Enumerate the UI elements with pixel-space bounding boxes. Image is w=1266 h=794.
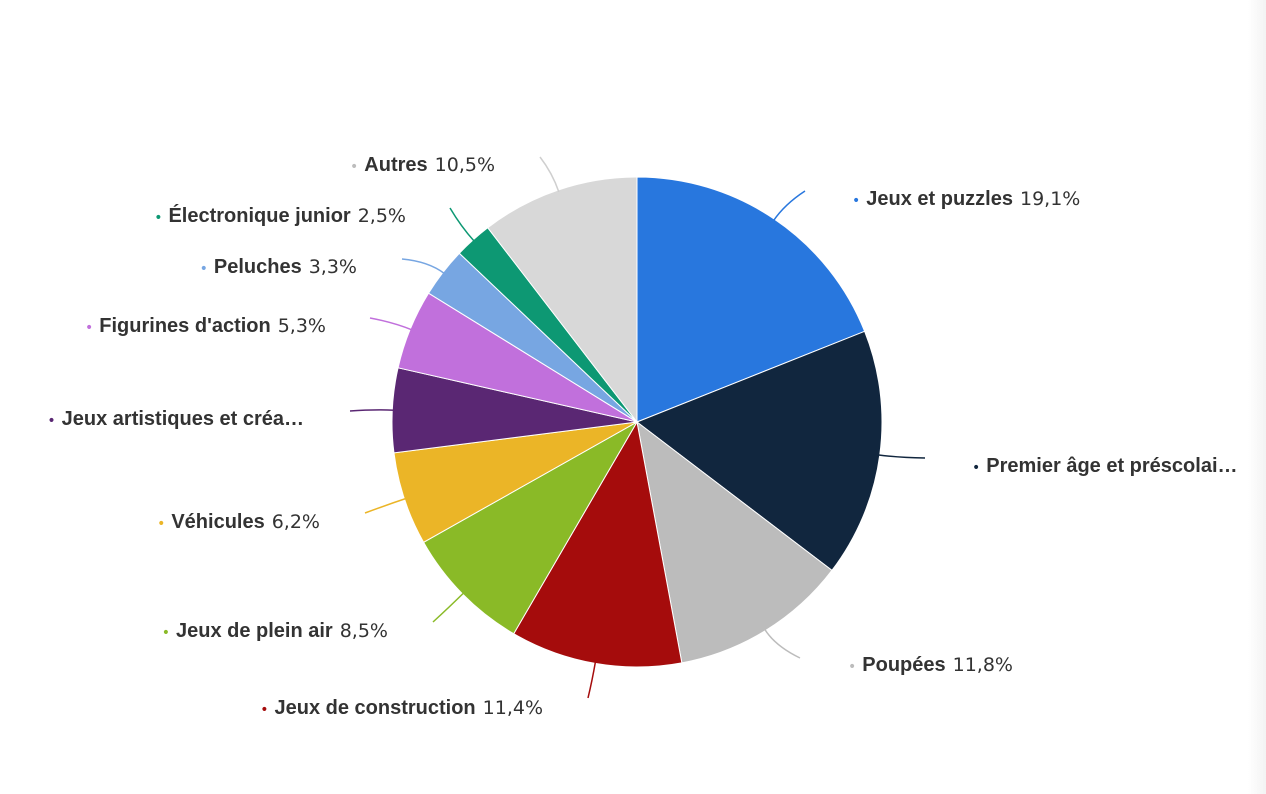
label-name: Jeux et puzzles [866,188,1013,210]
label-vehicules: • Véhicules 6,2% [157,511,320,533]
label-name: Poupées [862,654,945,676]
label-figurines-d-action: • Figurines d'action 5,3% [85,315,326,337]
label-bullet-icon: • [200,261,208,277]
label-jeux-et-puzzles: • Jeux et puzzles 19,1% [852,188,1080,210]
label-name: Autres [364,154,427,176]
label-percent: 3,3% [309,256,357,278]
label-electronique-junior: • Électronique junior 2,5% [154,204,406,227]
label-jeux-de-construction: • Jeux de construction 11,4% [260,697,543,719]
connector-vehicules [364,497,407,514]
label-percent: 5,3% [278,315,326,337]
label-jeux-artistiques-et-creatifs: • Jeux artistiques et créa… [47,408,304,430]
scroll-edge [1248,0,1266,794]
label-percent: 10,5% [435,154,495,176]
connector-lines [349,156,926,699]
connector-premier-age-et-prescolaire [877,454,926,459]
label-name: Jeux de construction [274,697,475,719]
label-name: Jeux de plein air [176,620,333,642]
label-name: Peluches [214,256,302,278]
label-name: Jeux artistiques et créa… [62,408,304,430]
label-percent: 11,8% [953,654,1013,676]
data-labels: • Jeux et puzzles 19,1% • Premier âge et pré… [47,154,1237,719]
label-percent: 11,4% [483,697,543,719]
label-name: Premier âge et préscolai… [986,455,1237,477]
label-name: Figurines d'action [99,315,270,337]
label-percent: 6,2% [272,511,320,533]
label-bullet-icon: • [85,320,93,336]
label-bullet-icon: • [154,210,162,226]
svg-text:•Premier âge et préscolai…: • Premier âge et préscolai… [972,455,1238,477]
label-bullet-icon: • [157,516,165,532]
connector-electronique-junior [449,207,475,242]
label-bullet-icon: • [852,193,860,209]
connector-figurines-d-action [369,317,413,331]
label-jeux-de-plein-air: • Jeux de plein air 8,5% [162,620,388,642]
label-percent: 19,1% [1020,188,1080,210]
label-bullet-icon: • [47,413,55,429]
connector-poupees [763,628,801,659]
label-name: Véhicules [171,511,264,533]
label-bullet-icon: • [260,702,268,718]
label-name: Électronique junior [168,204,350,227]
label-percent: 2,5% [358,205,406,227]
label-bullet-icon: • [350,159,358,175]
connector-autres [539,156,560,193]
label-premier-age-et-prescolaire: • Premier âge et préscolai… [972,455,1238,477]
pie-slices [391,176,883,668]
label-bullet-icon: • [848,659,856,675]
label-bullet-icon: • [162,625,170,641]
label-bullet-icon: • [972,460,980,476]
connector-jeux-artistiques-et-creatifs [349,409,395,412]
connector-jeux-de-plein-air [432,592,465,623]
label-percent: 8,5% [340,620,388,642]
connector-jeux-de-construction [587,661,597,699]
label-autres: • Autres 10,5% [350,154,495,176]
connector-peluches [401,258,446,275]
connector-jeux-et-puzzles [772,190,806,222]
label-peluches: • Peluches 3,3% [200,256,357,278]
label-poupees: • Poupées 11,8% [848,654,1013,676]
svg-text:•Jeux artistiques et créa…: • Jeux artistiques et créa… [47,408,304,430]
